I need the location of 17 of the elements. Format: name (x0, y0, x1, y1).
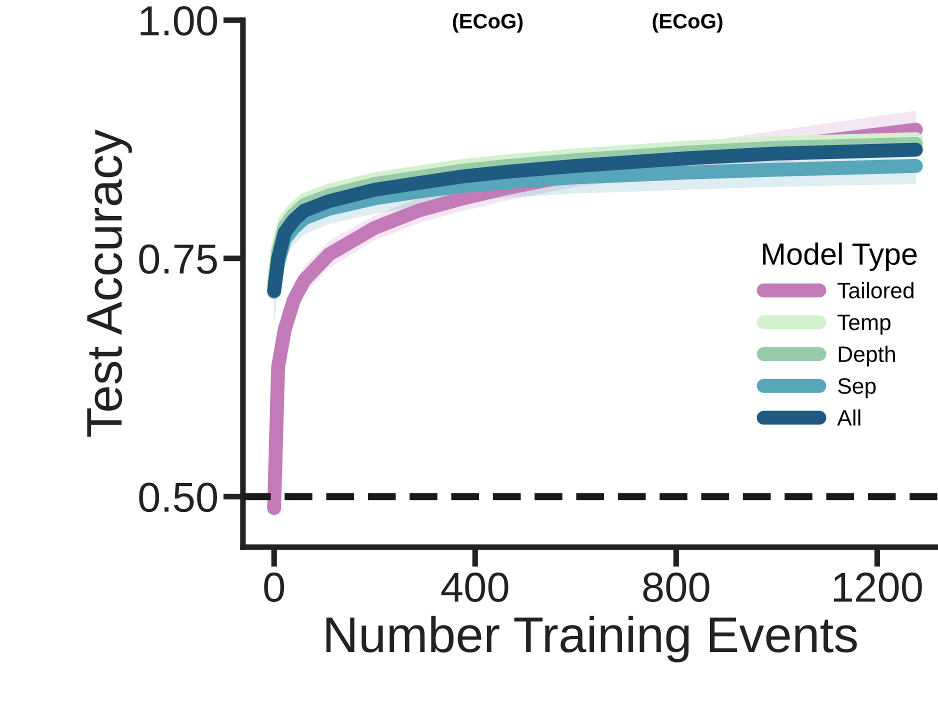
annotation: (ECoG) (652, 13, 722, 33)
x-axis-title: Number Training Events (326, 616, 857, 662)
annotation: (ECoG) (452, 13, 523, 33)
y-tick-label: 0.75 (139, 244, 217, 274)
legend-label: Temp (838, 314, 890, 335)
legend-label: All (837, 409, 860, 426)
y-axis-title: Test Accuracy (87, 129, 132, 437)
y-tick-label: 0.50 (139, 482, 218, 512)
y-tick-label: 1.00 (140, 6, 218, 36)
x-tick-label: 0 (264, 572, 284, 602)
legend-title: Model Type (763, 242, 917, 271)
x-tick-label: 400 (441, 572, 508, 602)
legend-label: Tailored (838, 282, 914, 298)
legend-label: Sep (838, 378, 876, 398)
x-tick-label: 1200 (834, 572, 922, 602)
x-tick-label: 800 (643, 572, 710, 602)
legend-label: Depth (838, 346, 895, 366)
